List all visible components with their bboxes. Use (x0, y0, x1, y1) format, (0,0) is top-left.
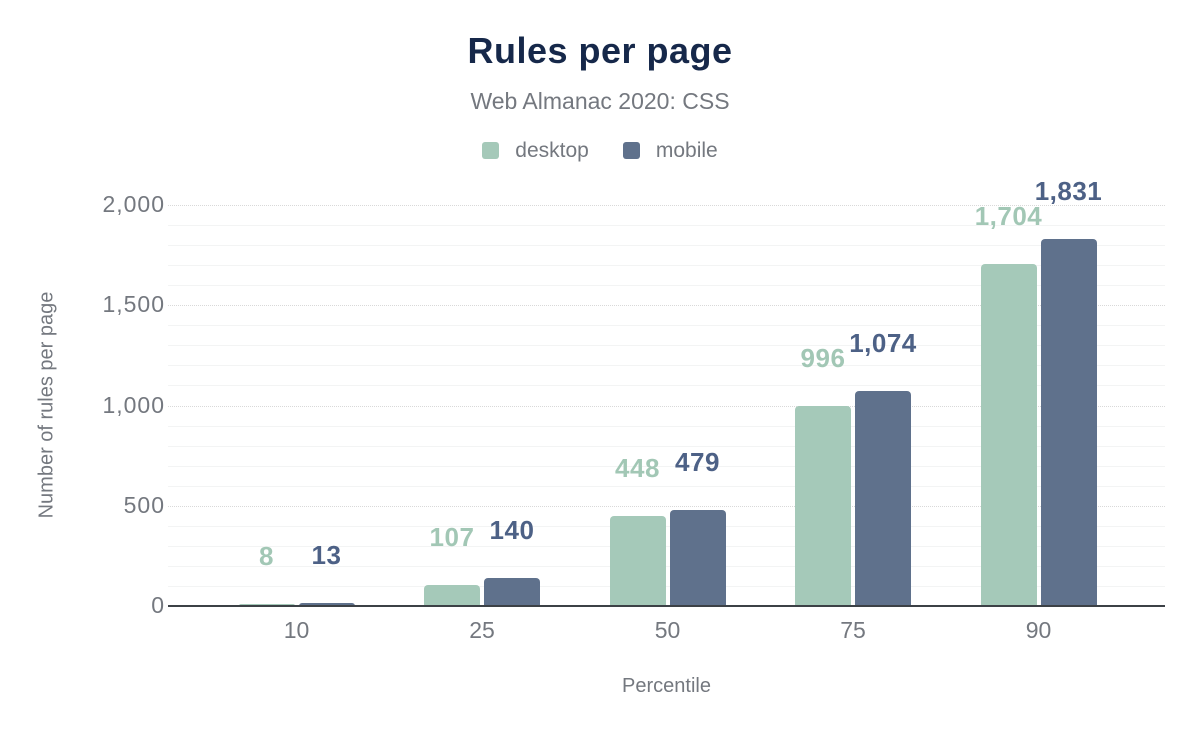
minor-gridline (168, 425, 1165, 427)
minor-gridline (168, 345, 1165, 347)
chart-subtitle: Web Almanac 2020: CSS (470, 88, 730, 114)
mobile-swatch-icon (622, 142, 640, 159)
major-gridline (168, 205, 1165, 206)
value-label-desktop-p50: 448 (615, 453, 660, 483)
minor-gridline (168, 385, 1165, 387)
minor-gridline (168, 225, 1165, 227)
value-label-mobile-p75: 1,074 (849, 328, 917, 358)
chart-title: Rules per page (467, 30, 733, 71)
x-tick-label-25: 25 (469, 617, 495, 643)
x-tick-label-90: 90 (1025, 617, 1052, 643)
y-tick-label-2,000: 2,000 (102, 191, 165, 217)
bar-desktop-p25 (424, 585, 480, 606)
value-label-desktop-p90: 1,704 (974, 201, 1043, 231)
value-label-desktop-p25: 107 (429, 522, 475, 552)
plot-area: 8 13 107 140 448 479 996 1,074 1,704 1,831 (168, 178, 1165, 607)
minor-gridline (168, 465, 1165, 467)
legend: desktop mobile (0, 140, 1200, 161)
x-tick-label-50: 50 (654, 617, 681, 643)
bar-mobile-p25 (484, 578, 540, 606)
minor-gridline (168, 265, 1165, 267)
bar-mobile-p10 (298, 603, 355, 606)
bar-desktop-p75 (795, 406, 851, 606)
minor-gridline (168, 245, 1165, 247)
minor-gridline (168, 525, 1165, 527)
bar-desktop-p90 (980, 264, 1037, 606)
minor-gridline (168, 545, 1165, 547)
bar-mobile-p75 (855, 391, 911, 606)
minor-gridline (168, 565, 1165, 567)
legend-item-mobile: mobile (622, 139, 718, 162)
x-tick-label-75: 75 (840, 617, 866, 643)
x-axis-line (168, 605, 1165, 607)
value-label-mobile-p10: 13 (311, 540, 342, 570)
minor-gridline (168, 285, 1165, 287)
value-label-mobile-p50: 479 (675, 447, 720, 477)
major-gridline (168, 505, 1165, 507)
legend-label-desktop: desktop (515, 139, 589, 162)
legend-item-desktop: desktop (482, 140, 589, 161)
value-label-mobile-p25: 140 (489, 515, 535, 545)
minor-gridline (168, 485, 1165, 487)
bar-desktop-p50 (609, 516, 666, 606)
minor-gridline (168, 585, 1165, 587)
y-tick-label-500: 500 (123, 491, 165, 518)
y-tick-label-0: 0 (151, 592, 165, 618)
major-gridline (168, 305, 1165, 307)
x-axis-title: Percentile (622, 675, 711, 697)
y-tick-label-1,000: 1,000 (102, 391, 165, 418)
bar-mobile-p50 (669, 510, 726, 606)
minor-gridline (168, 325, 1165, 327)
y-tick-label-1,500: 1,500 (102, 291, 165, 318)
minor-gridline (168, 365, 1165, 367)
major-gridline (168, 405, 1165, 407)
value-label-desktop-p75: 996 (800, 343, 846, 373)
x-tick-label-10: 10 (283, 617, 310, 643)
legend-label-mobile: mobile (655, 139, 718, 162)
bar-mobile-p90 (1040, 239, 1097, 606)
minor-gridline (168, 445, 1165, 447)
desktop-swatch-icon (482, 142, 500, 159)
value-label-mobile-p90: 1,831 (1034, 176, 1103, 206)
value-label-desktop-p10: 8 (259, 541, 274, 571)
